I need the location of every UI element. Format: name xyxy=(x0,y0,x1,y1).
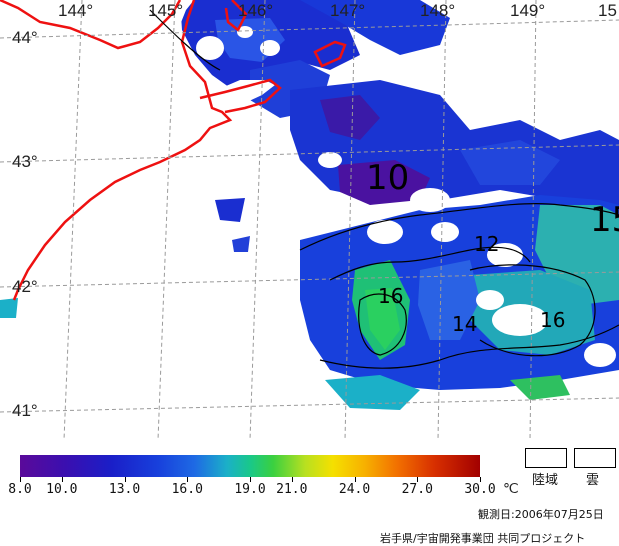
color-scale-tick-label: 30.0 xyxy=(464,482,496,497)
cloud-key-swatch xyxy=(574,448,616,468)
isotherm-northwest xyxy=(149,9,221,71)
lat-label-42: 42° xyxy=(12,277,38,296)
lon-label-145: 145° xyxy=(148,1,184,20)
isotherm-north xyxy=(299,203,619,251)
credit-text: 岩手県/宇宙開発事業団 共同プロジェクト xyxy=(380,532,586,545)
color-scale-tick-label: 8.0 xyxy=(8,482,32,497)
meridian-147 xyxy=(344,0,356,440)
isotherm-east xyxy=(469,264,596,357)
isotherms xyxy=(149,9,619,369)
land-key-swatch xyxy=(525,448,567,468)
lon-label-146: 146° xyxy=(238,1,274,20)
isotherm-label-10: 10 xyxy=(366,158,410,198)
meridian-149 xyxy=(529,0,537,440)
coastline-island xyxy=(313,40,347,68)
color-scale-tick xyxy=(291,477,293,482)
color-scale-tick-label: 10.0 xyxy=(46,482,78,497)
meridian-148 xyxy=(437,0,447,440)
color-scale-tick xyxy=(250,477,251,482)
isotherm-south xyxy=(319,324,619,369)
land xyxy=(0,0,275,300)
graticule xyxy=(0,0,619,440)
color-scale-bar xyxy=(20,455,480,477)
color-scale-tick xyxy=(124,477,126,482)
parallel-44 xyxy=(0,19,619,39)
land-key-label: 陸域 xyxy=(532,473,559,488)
isotherm-label-15: 15 xyxy=(590,200,619,240)
sst-map: 144° 145° 146° 147° 148° 149° 15 44° 43°… xyxy=(0,0,619,440)
lon-label-147: 147° xyxy=(330,1,366,20)
isotherm-label-14: 14 xyxy=(452,312,478,336)
color-scale-tick xyxy=(354,477,356,482)
cloud-key-label: 雲 xyxy=(586,473,600,488)
parallel-43 xyxy=(0,144,619,163)
lon-label-148: 148° xyxy=(420,1,456,20)
isotherm-mid xyxy=(329,246,531,281)
unit-label: ℃ xyxy=(503,480,519,496)
lon-label-149: 149° xyxy=(510,1,546,20)
cloud-mask xyxy=(196,26,616,367)
color-scale-tick-label: 13.0 xyxy=(108,482,141,497)
observation-date: 観測日:2006年07月25日 xyxy=(478,508,604,521)
parallel-41 xyxy=(0,397,619,413)
lon-label-150: 15 xyxy=(598,1,617,20)
coastline xyxy=(0,0,347,301)
parallel-42 xyxy=(0,271,619,288)
lat-label-44: 44° xyxy=(12,28,38,47)
isotherm-label-16-west: 16 xyxy=(378,284,404,308)
color-scale-tick-label: 27.0 xyxy=(401,482,433,497)
color-scale-tick xyxy=(20,477,21,482)
color-scale-tick xyxy=(417,477,419,482)
isotherm-label-16-east: 16 xyxy=(540,308,566,332)
lat-label-41: 41° xyxy=(12,401,38,420)
sst-map-svg xyxy=(0,0,619,440)
meridian-146 xyxy=(249,0,266,440)
legend: 8.0 10.0 13.0 16.0 19.0 21.0 24.0 27.0 30.0 ℃ 陸域… xyxy=(0,440,619,546)
lat-label-43: 43° xyxy=(12,152,38,171)
coastline-cape xyxy=(224,0,248,32)
meridian-144 xyxy=(63,0,83,440)
sst-field xyxy=(0,0,619,410)
color-scale-tick-label: 16.0 xyxy=(171,482,203,497)
meridian-145 xyxy=(157,0,176,440)
isotherm-16-loop xyxy=(358,293,407,356)
color-scale-tick xyxy=(61,477,63,482)
color-scale-tick-label: 21.0 xyxy=(276,482,308,497)
isotherm-label-12: 12 xyxy=(474,232,500,256)
coastline-nemuro xyxy=(199,78,282,114)
lon-label-144: 144° xyxy=(58,1,94,20)
color-scale-tick-label: 19.0 xyxy=(234,482,266,497)
coastline-north xyxy=(0,0,182,50)
color-scale-tick-label: 24.0 xyxy=(338,482,371,497)
color-scale-tick xyxy=(187,477,189,482)
color-scale-tick xyxy=(480,477,481,482)
coastline-east xyxy=(12,0,233,301)
